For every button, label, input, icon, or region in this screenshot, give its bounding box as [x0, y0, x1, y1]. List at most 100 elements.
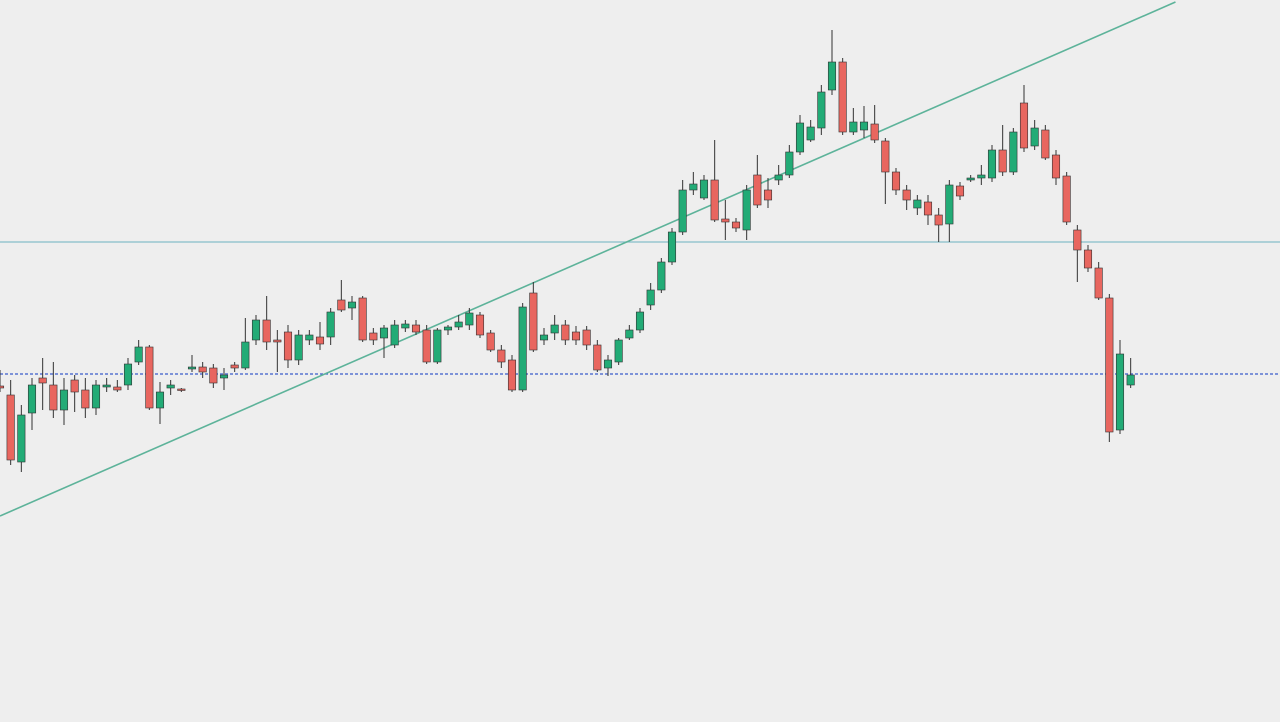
candle-body — [731, 221, 741, 229]
candle — [1126, 358, 1135, 388]
candle — [1083, 245, 1093, 272]
candle-body — [433, 329, 442, 363]
candle-body — [955, 185, 965, 197]
candle-body — [539, 334, 549, 341]
candle-body — [742, 189, 751, 231]
candle-body — [998, 149, 1007, 173]
candle — [742, 185, 751, 240]
candle-body — [561, 324, 570, 341]
candle-body — [166, 384, 175, 389]
candle — [166, 380, 175, 395]
candle — [1073, 225, 1082, 282]
candle — [593, 340, 602, 372]
candle-body — [422, 329, 431, 363]
candle-body — [849, 121, 858, 133]
candle — [678, 180, 687, 235]
candle-body — [507, 359, 517, 391]
candle-body — [251, 319, 261, 341]
candle — [294, 330, 303, 365]
candle-body — [411, 324, 421, 333]
candle — [326, 308, 335, 345]
candle — [827, 30, 837, 95]
candle-body — [497, 349, 506, 363]
candles — [0, 30, 1135, 472]
candle — [550, 315, 559, 340]
candle — [358, 296, 367, 342]
candle-body — [454, 321, 463, 328]
candle-body — [273, 339, 282, 343]
candle — [443, 325, 453, 335]
candle-body — [593, 344, 602, 371]
candle — [1115, 340, 1125, 434]
candle-body — [699, 179, 709, 199]
candle — [923, 195, 933, 225]
candle — [945, 180, 954, 242]
candle-body — [785, 151, 794, 176]
candle-body — [369, 332, 378, 341]
candle — [763, 178, 773, 208]
candle-body — [571, 331, 581, 341]
candle-body — [187, 366, 197, 370]
candle — [518, 303, 527, 392]
candle-body — [262, 319, 271, 343]
candle — [70, 375, 79, 412]
candle-body — [934, 214, 943, 226]
candle-body — [987, 149, 997, 179]
candle — [539, 328, 549, 345]
candle-body — [219, 374, 229, 379]
candle-body — [721, 218, 730, 223]
candle-body — [529, 292, 538, 351]
annotation-lines — [0, 1, 1280, 517]
candle-body — [763, 189, 773, 201]
candle-body — [337, 299, 346, 311]
candle — [731, 218, 741, 232]
candle — [401, 320, 410, 332]
candle-body — [134, 346, 143, 363]
candle — [774, 165, 783, 185]
candle — [561, 320, 570, 345]
candle-body — [315, 336, 325, 345]
candle — [689, 172, 698, 195]
candle — [422, 325, 431, 364]
candle — [710, 140, 719, 222]
candle-body — [1083, 249, 1093, 269]
candle-body — [710, 179, 719, 221]
candle-body — [1009, 131, 1018, 173]
candle — [347, 296, 357, 320]
candle — [219, 368, 229, 390]
candle — [870, 105, 879, 143]
candle-body — [667, 231, 677, 263]
candle-body — [923, 201, 933, 216]
candle — [817, 85, 826, 135]
candle — [486, 330, 495, 352]
candle-body — [1030, 127, 1039, 147]
candle — [433, 328, 442, 364]
candle — [262, 296, 271, 350]
candle-body — [550, 324, 559, 334]
candle — [1051, 150, 1061, 185]
candle — [38, 358, 47, 410]
candle — [49, 362, 58, 418]
candle-body — [38, 377, 47, 384]
candle-body — [678, 189, 687, 233]
candle-body — [6, 394, 15, 461]
candle-body — [358, 297, 367, 341]
candle-body — [603, 359, 613, 369]
candle-body — [977, 174, 986, 179]
candle-body — [155, 391, 165, 409]
candle-body — [465, 312, 474, 326]
candle-body — [859, 121, 869, 131]
candle — [1009, 128, 1018, 175]
candle — [657, 258, 666, 293]
candle — [507, 355, 517, 392]
candle — [0, 370, 5, 392]
candle-body — [209, 367, 218, 384]
candle-body — [582, 329, 591, 346]
candle — [902, 185, 911, 210]
candle-body — [177, 388, 186, 391]
candle — [411, 320, 421, 335]
candle — [881, 138, 890, 204]
candle — [998, 125, 1007, 176]
candle-body — [817, 91, 826, 129]
candle — [529, 282, 538, 352]
